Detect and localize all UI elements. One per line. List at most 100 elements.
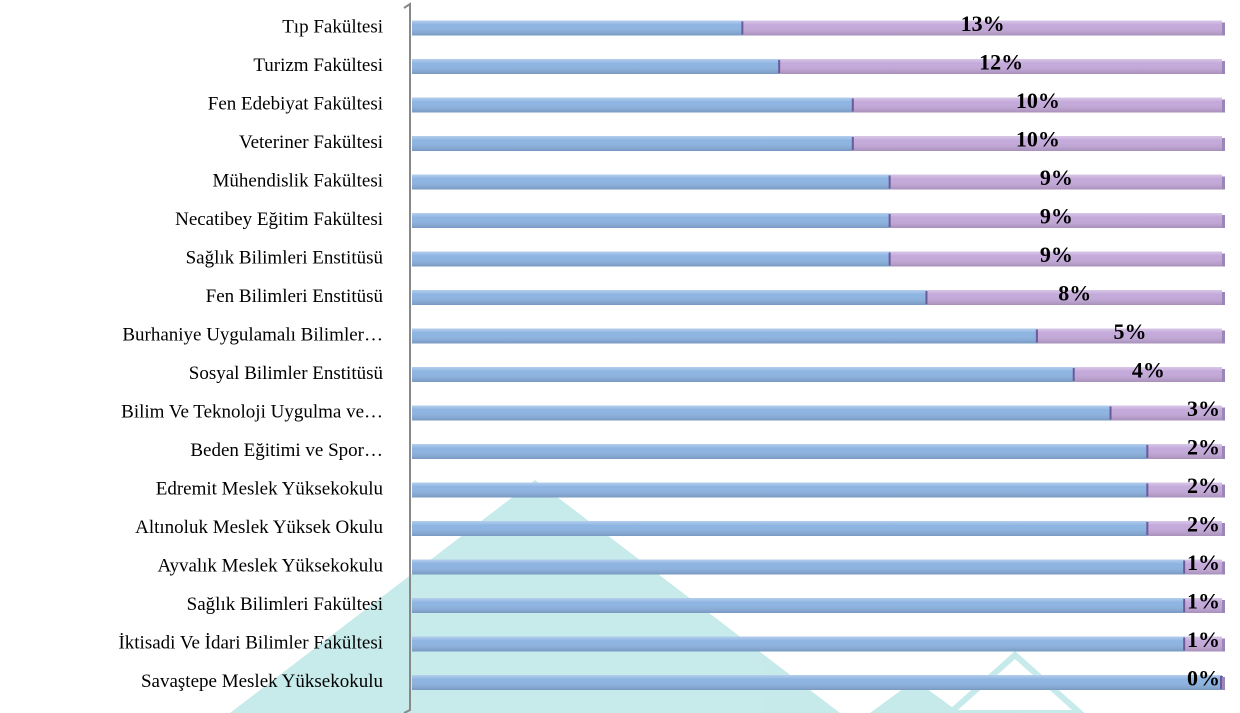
bar-shade [890, 251, 1222, 267]
value-label: 1% [1187, 627, 1220, 652]
category-label: Bilim Ve Teknoloji Uygulma ve… [121, 401, 383, 422]
value-label: 5% [1113, 319, 1146, 344]
bar-cap [1222, 99, 1225, 113]
category-label: Ayvalık Meslek Yüksekokulu [157, 555, 383, 576]
bar-shade [1037, 328, 1222, 344]
segment-edge [741, 21, 745, 35]
value-label: 2% [1187, 435, 1220, 460]
segment-edge [1109, 406, 1113, 420]
value-label: 9% [1040, 165, 1073, 190]
category-label: Tıp Fakültesi [282, 16, 383, 37]
segment-edge [1146, 522, 1150, 535]
segment-edge [1146, 445, 1150, 458]
bar-shade [743, 20, 1222, 36]
segment-edge [888, 214, 892, 227]
segment-edge [851, 137, 855, 150]
bar-shade [412, 290, 928, 305]
category-label: Sağlık Bilimleri Enstitüsü [186, 247, 384, 268]
bar-cap [1222, 292, 1225, 305]
bar-cap [1222, 176, 1225, 190]
bar-shade [412, 251, 891, 267]
category-label: Fen Edebiyat Fakültesi [208, 93, 383, 114]
bar-cap [1222, 484, 1225, 498]
value-label: 13% [961, 11, 1005, 36]
value-label: 1% [1187, 550, 1220, 575]
category-label: Mühendislik Fakültesi [213, 170, 383, 191]
bar-shade [412, 559, 1186, 575]
segment-edge [925, 291, 929, 304]
segment-edge [888, 252, 892, 266]
bar-shade [1148, 482, 1222, 498]
value-label: 10% [1016, 88, 1060, 113]
bar-shade [780, 59, 1222, 74]
segment-edge [1183, 637, 1187, 651]
category-label: Sağlık Bilimleri Fakültesi [187, 594, 383, 615]
bar-cap [1222, 138, 1225, 151]
segment-edge [888, 175, 892, 189]
bar-shade [853, 97, 1222, 113]
bar-shade [412, 136, 854, 151]
bar-cap [1222, 677, 1225, 690]
category-label: Fen Bilimleri Enstitüsü [206, 286, 384, 307]
bar-shade [412, 213, 891, 228]
segment-edge [851, 98, 855, 112]
bar-shade [412, 59, 781, 74]
value-label: 9% [1040, 242, 1073, 267]
value-label: 10% [1016, 127, 1060, 152]
bar-shade [927, 290, 1222, 305]
bar-cap [1222, 330, 1225, 344]
bar-shade [412, 405, 1112, 421]
value-label: 3% [1187, 396, 1220, 421]
segment-edge [1183, 599, 1187, 612]
bar-cap [1222, 22, 1225, 36]
bar-shade [412, 328, 1038, 344]
category-label: Turizm Fakültesi [253, 55, 383, 76]
bar-shade [412, 97, 854, 113]
bar-shade [412, 482, 1149, 498]
segment-edge [1072, 368, 1076, 381]
bar-cap [1222, 638, 1225, 652]
segment-edge [1220, 676, 1223, 689]
bar-shade [1148, 444, 1222, 459]
segment-edge [778, 60, 782, 73]
bar-cap [1222, 369, 1225, 382]
bar-shade [890, 174, 1222, 190]
category-label: Sosyal Bilimler Enstitüsü [189, 363, 384, 384]
category-label: Savaştepe Meslek Yüksekokulu [141, 671, 384, 692]
category-label: Altınoluk Meslek Yüksek Okulu [135, 517, 383, 538]
value-label: 4% [1132, 358, 1165, 383]
segment-edge [1183, 560, 1187, 574]
plot: Tıp Fakültesi 13% Turizm Fakültesi 12% Fen E… [118, 11, 1225, 692]
value-label: 1% [1187, 589, 1220, 614]
axis-line [403, 2, 411, 713]
bar-cap [1222, 253, 1225, 267]
bar-shade [412, 367, 1075, 382]
value-label: 0% [1187, 666, 1220, 691]
bar-cap [1222, 407, 1225, 421]
category-label: Edremit Meslek Yüksekokulu [156, 478, 384, 499]
bar-shade [412, 20, 744, 36]
bar-shade [1185, 598, 1222, 613]
bar-cap [1222, 523, 1225, 536]
value-label: 8% [1058, 281, 1091, 306]
bar-cap [1222, 61, 1225, 74]
bar-shade [853, 136, 1222, 151]
value-label: 2% [1187, 512, 1220, 537]
bar-shade [1111, 405, 1222, 421]
bar-shade [412, 636, 1186, 652]
bar-shade [412, 675, 1222, 690]
category-label: Necatibey Eğitim Fakültesi [175, 209, 383, 230]
bar-shade [412, 598, 1186, 613]
bar-cap [1222, 600, 1225, 613]
bar-shade [890, 213, 1222, 228]
category-label: Beden Eğitimi ve Spor… [190, 440, 383, 461]
bar-cap [1222, 561, 1225, 575]
segment-edge [1035, 329, 1039, 343]
value-label: 9% [1040, 204, 1073, 229]
bar-shade [1074, 367, 1222, 382]
segment-edge [1146, 483, 1150, 497]
bar-shade [1185, 636, 1222, 652]
bar-cap [1222, 446, 1225, 459]
value-label: 12% [979, 50, 1023, 75]
